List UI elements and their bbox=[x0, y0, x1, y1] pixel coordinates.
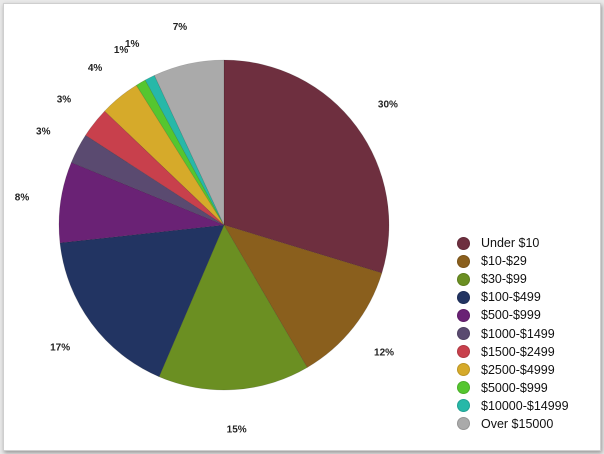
pie-slice-4 bbox=[58, 162, 225, 244]
legend-swatch bbox=[457, 345, 470, 359]
pie-percent-label-8: 1% bbox=[114, 45, 129, 56]
legend-swatch bbox=[457, 417, 470, 431]
legend-item: $10-$29 bbox=[457, 252, 597, 270]
legend-swatch bbox=[457, 399, 470, 413]
pie-percent-label-6: 3% bbox=[57, 95, 72, 106]
pie-percent-label-10: 7% bbox=[173, 22, 188, 33]
pie-slice-10 bbox=[153, 59, 225, 226]
legend-swatch bbox=[457, 236, 470, 250]
legend-item: Under $10 bbox=[457, 234, 597, 252]
pie-percent-label-5: 3% bbox=[36, 126, 51, 137]
legend-label: $1500-$2499 bbox=[481, 344, 555, 359]
legend-label: $500-$999 bbox=[481, 308, 541, 323]
pie-slice-6 bbox=[85, 110, 225, 226]
legend-swatch bbox=[457, 308, 470, 322]
legend-label: $100-$499 bbox=[481, 290, 541, 305]
pie-percent-label-9: 1% bbox=[125, 39, 140, 50]
pie-percent-label-1: 12% bbox=[374, 347, 394, 358]
legend-item: $5000-$999 bbox=[457, 379, 597, 397]
pie-slice-9 bbox=[144, 75, 225, 226]
pie-slice-5 bbox=[70, 134, 225, 226]
legend-label: $30-$99 bbox=[481, 272, 527, 287]
legend-swatch bbox=[457, 290, 470, 304]
pie-percent-labels: 30% 12% 15% 17% 8% 3% 3% 4% 1%1% 7% bbox=[15, 22, 398, 436]
pie-slice-0 bbox=[223, 59, 390, 274]
legend-label: $10-$29 bbox=[481, 254, 527, 269]
legend-swatch bbox=[457, 327, 470, 341]
legend-swatch bbox=[457, 363, 470, 377]
legend-item: $2500-$4999 bbox=[457, 361, 597, 379]
legend-item: $1500-$2499 bbox=[457, 343, 597, 361]
pie-percent-label-0: 30% bbox=[378, 100, 398, 111]
pie-slice-3 bbox=[59, 224, 225, 378]
pie-percent-label-3: 17% bbox=[50, 342, 70, 353]
legend-item: $30-$99 bbox=[457, 270, 597, 288]
legend-label: $5000-$999 bbox=[481, 380, 548, 395]
legend-item: $1000-$1499 bbox=[457, 324, 597, 342]
legend-item: Over $15000 bbox=[457, 415, 597, 433]
legend-swatch bbox=[457, 272, 470, 286]
legend-label: $2500-$4999 bbox=[481, 362, 555, 377]
pie-slice-1 bbox=[223, 224, 383, 368]
legend-label: $1000-$1499 bbox=[481, 326, 555, 341]
pie-slice-7 bbox=[104, 84, 225, 226]
legend-item: $100-$499 bbox=[457, 288, 597, 306]
pie-percent-label-4: 8% bbox=[15, 193, 30, 204]
legend-label: Over $15000 bbox=[481, 416, 554, 431]
legend: Under $10 $10-$29 $30-$99 $100-$499 $500-$99… bbox=[457, 234, 597, 433]
pie-slice-2 bbox=[158, 224, 308, 391]
legend-label: Under $10 bbox=[481, 236, 540, 251]
pie-percent-label-2: 15% bbox=[227, 425, 247, 436]
legend-swatch bbox=[457, 381, 470, 395]
legend-label: $10000-$14999 bbox=[481, 398, 569, 413]
legend-item: $10000-$14999 bbox=[457, 397, 597, 415]
pie-slices bbox=[58, 59, 390, 391]
legend-swatch bbox=[457, 254, 470, 268]
legend-item: $500-$999 bbox=[457, 306, 597, 324]
pie-percent-label-7: 4% bbox=[88, 63, 103, 74]
pie-slice-8 bbox=[135, 79, 225, 226]
